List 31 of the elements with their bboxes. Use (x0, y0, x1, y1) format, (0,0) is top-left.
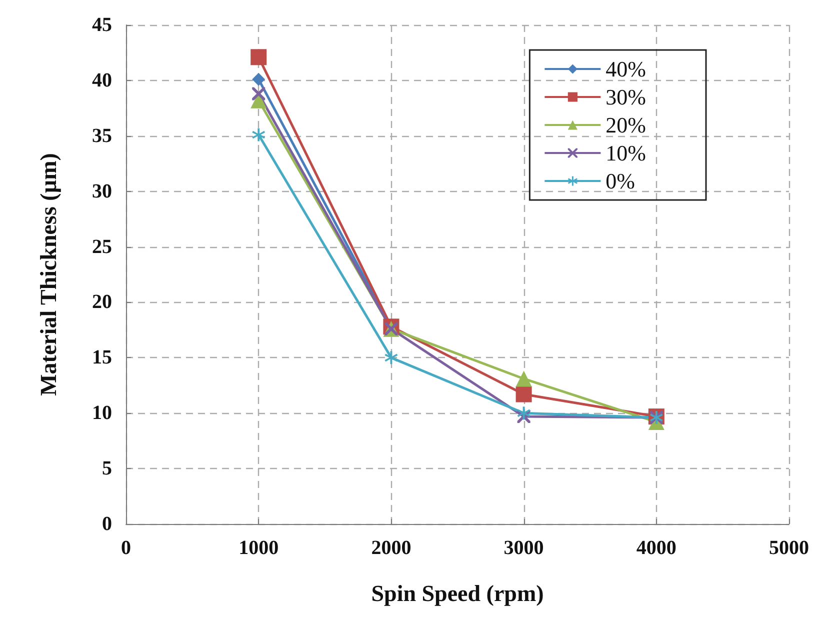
point (516, 386, 532, 402)
y-tick-label: 45 (92, 14, 112, 36)
y-tick-label: 30 (92, 180, 112, 202)
legend-label: 0% (606, 168, 635, 194)
y-tick-label: 15 (92, 346, 112, 369)
x-tick-label: 5000 (769, 537, 809, 559)
point (517, 406, 530, 420)
point (252, 87, 266, 100)
y-axis-title: Material Thickness (µm) (36, 153, 61, 396)
x-tick-label: 2000 (371, 537, 412, 559)
legend-label: 10% (606, 140, 646, 166)
x-tick-label: 4000 (636, 537, 676, 559)
legend-label: 30% (606, 84, 646, 110)
x-tick-label: 0 (121, 537, 131, 559)
y-tick-label: 35 (92, 124, 112, 147)
y-tick-label: 10 (92, 402, 112, 424)
point (384, 351, 398, 364)
point (516, 370, 532, 387)
y-tick-label: 25 (92, 236, 112, 258)
point (252, 72, 266, 86)
y-tick-label: 20 (92, 291, 112, 314)
y-tick-label: 5 (102, 458, 112, 480)
legend-label: 40% (606, 56, 646, 82)
y-tick-label: 0 (102, 513, 112, 535)
point (250, 49, 267, 66)
point (252, 128, 266, 142)
y-tick-label: 40 (92, 69, 112, 92)
legend-label: 20% (606, 112, 646, 138)
x-tick-label: 3000 (504, 537, 544, 559)
x-axis-title: Spin Speed (rpm) (371, 581, 544, 606)
x-tick-label: 1000 (238, 537, 279, 559)
